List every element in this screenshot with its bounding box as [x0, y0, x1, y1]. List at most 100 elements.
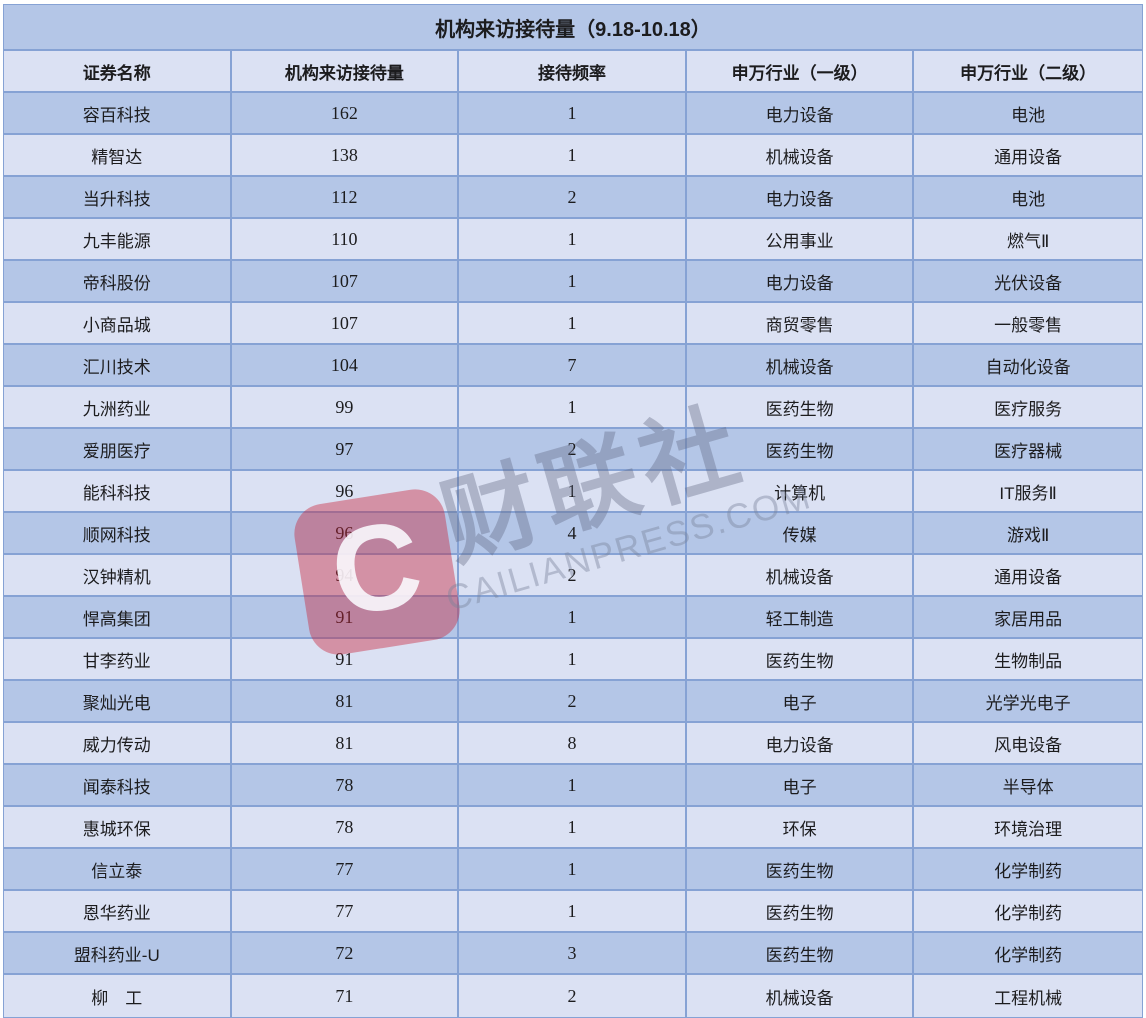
industry-l2-cell: 通用设备: [994, 567, 1063, 587]
frequency-cell: 1: [459, 219, 687, 259]
visits-cell: 77: [232, 891, 460, 931]
frequency-cell: 1: [459, 891, 687, 931]
frequency-cell: 2: [459, 177, 687, 217]
industry-l1-cell: 电力设备: [687, 177, 915, 217]
visits-cell: 77: [232, 849, 460, 889]
stock-name-cell: 盟科药业-U: [4, 933, 232, 973]
industry-l2-cell: 半导体: [1002, 777, 1054, 797]
frequency-cell: 1: [459, 135, 687, 175]
stock-name-cell: 容百科技: [4, 93, 232, 133]
visits-cell: 110: [232, 219, 460, 259]
table-row: 信立泰 77 1 医药生物 化学制药: [4, 849, 1142, 891]
frequency-cell: 2: [459, 681, 687, 721]
visits-cell: 104: [232, 345, 460, 385]
industry-l1-cell: 机械设备: [687, 975, 915, 1017]
table-row: 惠城环保 78 1 环保 环境治理: [4, 807, 1142, 849]
industry-l1-cell: 传媒: [687, 513, 915, 553]
industry-l2-cell: 一般零售: [994, 315, 1063, 335]
industry-l1-cell: 医药生物: [687, 849, 915, 889]
stock-name-cell: 九洲药业: [4, 387, 232, 427]
table-row: 小商品城 107 1 商贸零售 一般零售: [4, 303, 1142, 345]
frequency-cell: 8: [459, 723, 687, 763]
stock-name-cell: 汉钟精机: [4, 555, 232, 595]
table-row: 当升科技 112 2 电力设备 电池: [4, 177, 1142, 219]
table-row: 恩华药业 77 1 医药生物 化学制药: [4, 891, 1142, 933]
frequency-cell: 1: [459, 765, 687, 805]
stock-name-cell: 小商品城: [4, 303, 232, 343]
stock-name-cell: 悍高集团: [4, 597, 232, 637]
industry-l1-cell: 医药生物: [687, 429, 915, 469]
industry-l1-cell: 轻工制造: [687, 597, 915, 637]
industry-l1-cell: 机械设备: [687, 555, 915, 595]
visits-cell: 91: [232, 597, 460, 637]
industry-l2-cell: 生物制品: [994, 651, 1063, 671]
industry-l2-cell: 医疗服务: [994, 399, 1063, 419]
visits-table: 机构来访接待量（9.18-10.18） 证券名称 机构来访接待量 接待频率 申万…: [3, 4, 1143, 1018]
stock-name-cell: 汇川技术: [4, 345, 232, 385]
industry-l1-cell: 电力设备: [687, 723, 915, 763]
visits-cell: 78: [232, 807, 460, 847]
industry-l2-cell: 化学制药: [994, 903, 1063, 923]
stock-name-cell: 顺网科技: [4, 513, 232, 553]
table-row: 悍高集团 91 1 轻工制造 家居用品: [4, 597, 1142, 639]
table-row: 甘李药业 91 1 医药生物 生物制品: [4, 639, 1142, 681]
industry-l1-cell: 医药生物: [687, 387, 915, 427]
table-row: 威力传动 81 8 电力设备 风电设备: [4, 723, 1142, 765]
industry-l2-cell: 风电设备: [994, 735, 1063, 755]
visits-cell: 81: [232, 681, 460, 721]
table-row: 顺网科技 96 4 传媒 游戏Ⅱ: [4, 513, 1142, 555]
industry-l2-cell: 电池: [1011, 105, 1046, 125]
industry-l2-cell: 游戏Ⅱ: [1006, 525, 1050, 545]
stock-name-cell: 聚灿光电: [4, 681, 232, 721]
industry-l1-cell: 商贸零售: [687, 303, 915, 343]
table-row: 九丰能源 110 1 公用事业 燃气Ⅱ: [4, 219, 1142, 261]
header-cell-industry-l2: 申万行业（二级）: [960, 63, 1097, 83]
visits-cell: 81: [232, 723, 460, 763]
industry-l1-cell: 环保: [687, 807, 915, 847]
industry-l2-cell: 家居用品: [994, 609, 1063, 629]
industry-l2-cell: 环境治理: [994, 819, 1063, 839]
industry-l1-cell: 电子: [687, 681, 915, 721]
stock-name-cell: 甘李药业: [4, 639, 232, 679]
table-title: 机构来访接待量（9.18-10.18）: [435, 18, 711, 41]
industry-l2-cell: IT服务Ⅱ: [999, 483, 1057, 503]
header-cell-stock-name: 证券名称: [4, 51, 232, 91]
frequency-cell: 1: [459, 303, 687, 343]
industry-l1-cell: 电子: [687, 765, 915, 805]
visits-cell: 99: [232, 387, 460, 427]
table-row: 精智达 138 1 机械设备 通用设备: [4, 135, 1142, 177]
industry-l1-cell: 电力设备: [687, 93, 915, 133]
table-row: 帝科股份 107 1 电力设备 光伏设备: [4, 261, 1142, 303]
frequency-cell: 1: [459, 639, 687, 679]
table-header-row: 证券名称 机构来访接待量 接待频率 申万行业（一级） 申万行业（二级）: [4, 51, 1142, 93]
frequency-cell: 1: [459, 261, 687, 301]
industry-l1-cell: 计算机: [687, 471, 915, 511]
visits-cell: 78: [232, 765, 460, 805]
frequency-cell: 1: [459, 849, 687, 889]
stock-name-cell: 恩华药业: [4, 891, 232, 931]
stock-name-cell: 信立泰: [4, 849, 232, 889]
stock-name-cell: 当升科技: [4, 177, 232, 217]
stock-name-cell: 闻泰科技: [4, 765, 232, 805]
visits-cell: 97: [232, 429, 460, 469]
frequency-cell: 2: [459, 429, 687, 469]
table-row: 容百科技 162 1 电力设备 电池: [4, 93, 1142, 135]
table-row: 爱朋医疗 97 2 医药生物 医疗器械: [4, 429, 1142, 471]
table-row: 汉钟精机 94 2 机械设备 通用设备: [4, 555, 1142, 597]
visits-cell: 138: [232, 135, 460, 175]
industry-l2-cell: 自动化设备: [985, 357, 1071, 377]
table-body: 容百科技 162 1 电力设备 电池 精智达 138 1 机械设备 通用设备 当…: [4, 93, 1142, 1017]
table-row: 柳 工 71 2 机械设备 工程机械: [4, 975, 1142, 1017]
industry-l2-cell: 通用设备: [994, 147, 1063, 167]
stock-name-cell: 精智达: [4, 135, 232, 175]
stock-name-cell: 帝科股份: [4, 261, 232, 301]
frequency-cell: 4: [459, 513, 687, 553]
visits-cell: 162: [232, 93, 460, 133]
frequency-cell: 1: [459, 93, 687, 133]
table-title-row: 机构来访接待量（9.18-10.18）: [4, 5, 1142, 51]
table-row: 九洲药业 99 1 医药生物 医疗服务: [4, 387, 1142, 429]
visits-cell: 72: [232, 933, 460, 973]
visits-cell: 107: [232, 261, 460, 301]
industry-l2-cell: 医疗器械: [994, 441, 1063, 461]
